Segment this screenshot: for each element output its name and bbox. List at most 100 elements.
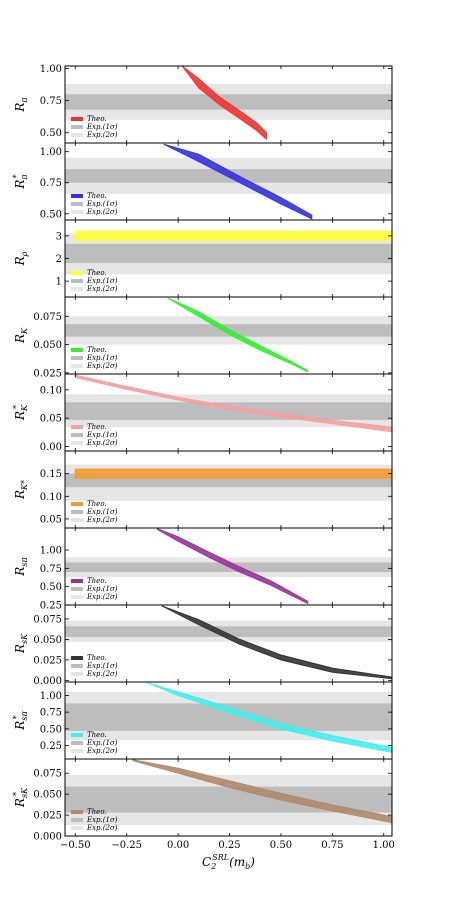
- legend-theo-label: Theo.: [87, 500, 107, 508]
- plot-area: [65, 464, 392, 501]
- y-axis-label-group: Rρ: [13, 251, 29, 266]
- y-tick-label: 0.075: [33, 312, 62, 323]
- legend-exp-1sigma-swatch: [71, 510, 83, 514]
- theory-band: [74, 374, 392, 433]
- legend-exp-1sigma-swatch: [71, 587, 83, 591]
- legend-exp-2sigma-swatch: [71, 287, 83, 291]
- theory-band: [132, 759, 392, 824]
- y-axis-label-group: Rsπ*: [12, 711, 29, 731]
- legend-theo-label: Theo.: [87, 577, 107, 585]
- legend-exp-2sigma-swatch: [71, 133, 83, 137]
- legend-theo-swatch: [71, 425, 83, 429]
- y-tick-label: 0.50: [40, 128, 62, 139]
- y-tick-label: 0.000: [33, 832, 62, 843]
- panel-6: 0.05 0.10 0.15 RK* Theo.Exp.(1σ)Exp.(2σ): [13, 450, 393, 529]
- legend-exp-2sigma-label: Exp.(2σ): [86, 285, 118, 293]
- plot-area: [65, 143, 392, 220]
- legend-exp-2sigma-swatch: [71, 749, 83, 753]
- legend-exp-1sigma-label: Exp.(1σ): [86, 200, 118, 208]
- theory-band: [181, 66, 267, 141]
- y-tick-label: 0.050: [33, 790, 62, 801]
- legend-exp-2sigma-swatch: [71, 364, 83, 368]
- exp-1sigma-band: [65, 562, 392, 572]
- legend-exp-2sigma-label: Exp.(2σ): [86, 516, 118, 524]
- theory-band: [157, 528, 309, 605]
- x-tick-label: 1.00: [373, 840, 395, 851]
- y-tick-label: 1: [56, 277, 62, 288]
- exp-1sigma-band: [65, 243, 392, 264]
- legend-exp-1sigma-swatch: [71, 356, 83, 360]
- legend-theo-label: Theo.: [87, 115, 107, 123]
- legend-exp-1sigma-swatch: [71, 202, 83, 206]
- plot-area: [65, 297, 392, 373]
- y-tick-label: 0.025: [33, 655, 62, 666]
- y-tick-label: 0.050: [33, 340, 62, 351]
- y-axis-label: RK*: [13, 480, 29, 500]
- legend-exp-1sigma-label: Exp.(1σ): [86, 431, 118, 439]
- y-tick-label: 0.05: [40, 514, 62, 525]
- y-tick-label: 0.50: [40, 582, 62, 593]
- y-axis-label-group: RK*: [13, 480, 29, 500]
- y-tick-label: 0.000: [33, 676, 62, 687]
- plot-area: [65, 759, 392, 826]
- y-axis-label: Rsπ: [13, 557, 29, 577]
- y-tick-label: 1.00: [40, 546, 62, 557]
- y-tick-label: 0.50: [40, 209, 62, 220]
- y-tick-label: 0.15: [40, 469, 62, 480]
- exp-1sigma-band: [65, 626, 392, 637]
- legend-theo-label: Theo.: [87, 346, 107, 354]
- y-axis-label-group: RK: [13, 327, 29, 344]
- legend-exp-2sigma-label: Exp.(2σ): [86, 747, 118, 755]
- legend-exp-1sigma-label: Exp.(1σ): [86, 816, 118, 824]
- exp-1sigma-band: [65, 94, 392, 110]
- y-axis-label-group: Rπ: [13, 97, 29, 113]
- y-tick-label: 0.025: [33, 811, 62, 822]
- legend-theo-swatch: [71, 579, 83, 583]
- y-tick-label: 0.25: [40, 601, 62, 612]
- panel-frame: [64, 758, 393, 837]
- y-tick-label: 0.75: [40, 708, 62, 719]
- legend-exp-1sigma-swatch: [71, 433, 83, 437]
- y-tick-label: 1.00: [40, 64, 62, 75]
- plot-area: [65, 230, 392, 275]
- y-axis-label-group: RsK*: [12, 787, 29, 808]
- legend-exp-2sigma-label: Exp.(2σ): [86, 362, 118, 370]
- y-tick-label: 1.00: [40, 147, 62, 158]
- legend-exp-1sigma-label: Exp.(1σ): [86, 354, 118, 362]
- y-tick-label: 0.00: [40, 442, 62, 453]
- panel-4: 0.025 0.050 0.075 RK Theo.Exp.(1σ)Exp.(2σ): [13, 296, 393, 379]
- legend-exp-2sigma-label: Exp.(2σ): [86, 593, 118, 601]
- y-tick-label: 3: [56, 231, 62, 242]
- legend-theo-label: Theo.: [87, 423, 107, 431]
- legend-exp-2sigma-swatch: [71, 826, 83, 830]
- legend-theo-label: Theo.: [87, 654, 107, 662]
- y-axis-label-group: Rsπ: [13, 557, 29, 577]
- y-axis-label: RsK: [13, 633, 29, 654]
- panel-10: 0.000 0.025 0.050 0.075 RsK* Theo.Exp.(1σ)Exp…: [12, 758, 393, 843]
- y-tick-label: 0.75: [40, 178, 62, 189]
- legend-exp-1sigma-label: Exp.(1σ): [86, 585, 118, 593]
- y-tick-label: 0.25: [40, 741, 62, 752]
- legend-theo-swatch: [71, 194, 83, 198]
- legend-exp-1sigma-swatch: [71, 664, 83, 668]
- y-tick-label: 0.075: [33, 614, 62, 625]
- y-axis-label: Rρ: [13, 251, 29, 266]
- legend-theo-label: Theo.: [87, 192, 107, 200]
- legend-theo-label: Theo.: [87, 269, 107, 277]
- legend-theo-swatch: [71, 502, 83, 506]
- legend-exp-2sigma-swatch: [71, 441, 83, 445]
- legend-exp-2sigma-swatch: [71, 595, 83, 599]
- legend-exp-1sigma-label: Exp.(1σ): [86, 662, 118, 670]
- legend-exp-2sigma-swatch: [71, 210, 83, 214]
- legend-exp-2sigma-label: Exp.(2σ): [86, 208, 118, 216]
- y-tick-label: 0.75: [40, 96, 62, 107]
- legend-theo-swatch: [71, 271, 83, 275]
- panel-7: 0.25 0.50 0.75 1.00 Rsπ Theo.Exp.(1σ)Exp.(2σ): [13, 527, 393, 612]
- panel-2: 0.50 0.75 1.00 Rπ* Theo.Exp.(1σ)Exp.(2σ): [12, 142, 393, 221]
- y-axis-label-group: RsK: [13, 633, 29, 654]
- y-axis-label: RsK*: [12, 787, 29, 808]
- panel-9: 0.25 0.50 0.75 1.00 Rsπ* Theo.Exp.(1σ)Exp.(2σ…: [12, 681, 393, 760]
- legend-theo-swatch: [71, 117, 83, 121]
- theory-band: [161, 605, 392, 680]
- legend-exp-1sigma-label: Exp.(1σ): [86, 277, 118, 285]
